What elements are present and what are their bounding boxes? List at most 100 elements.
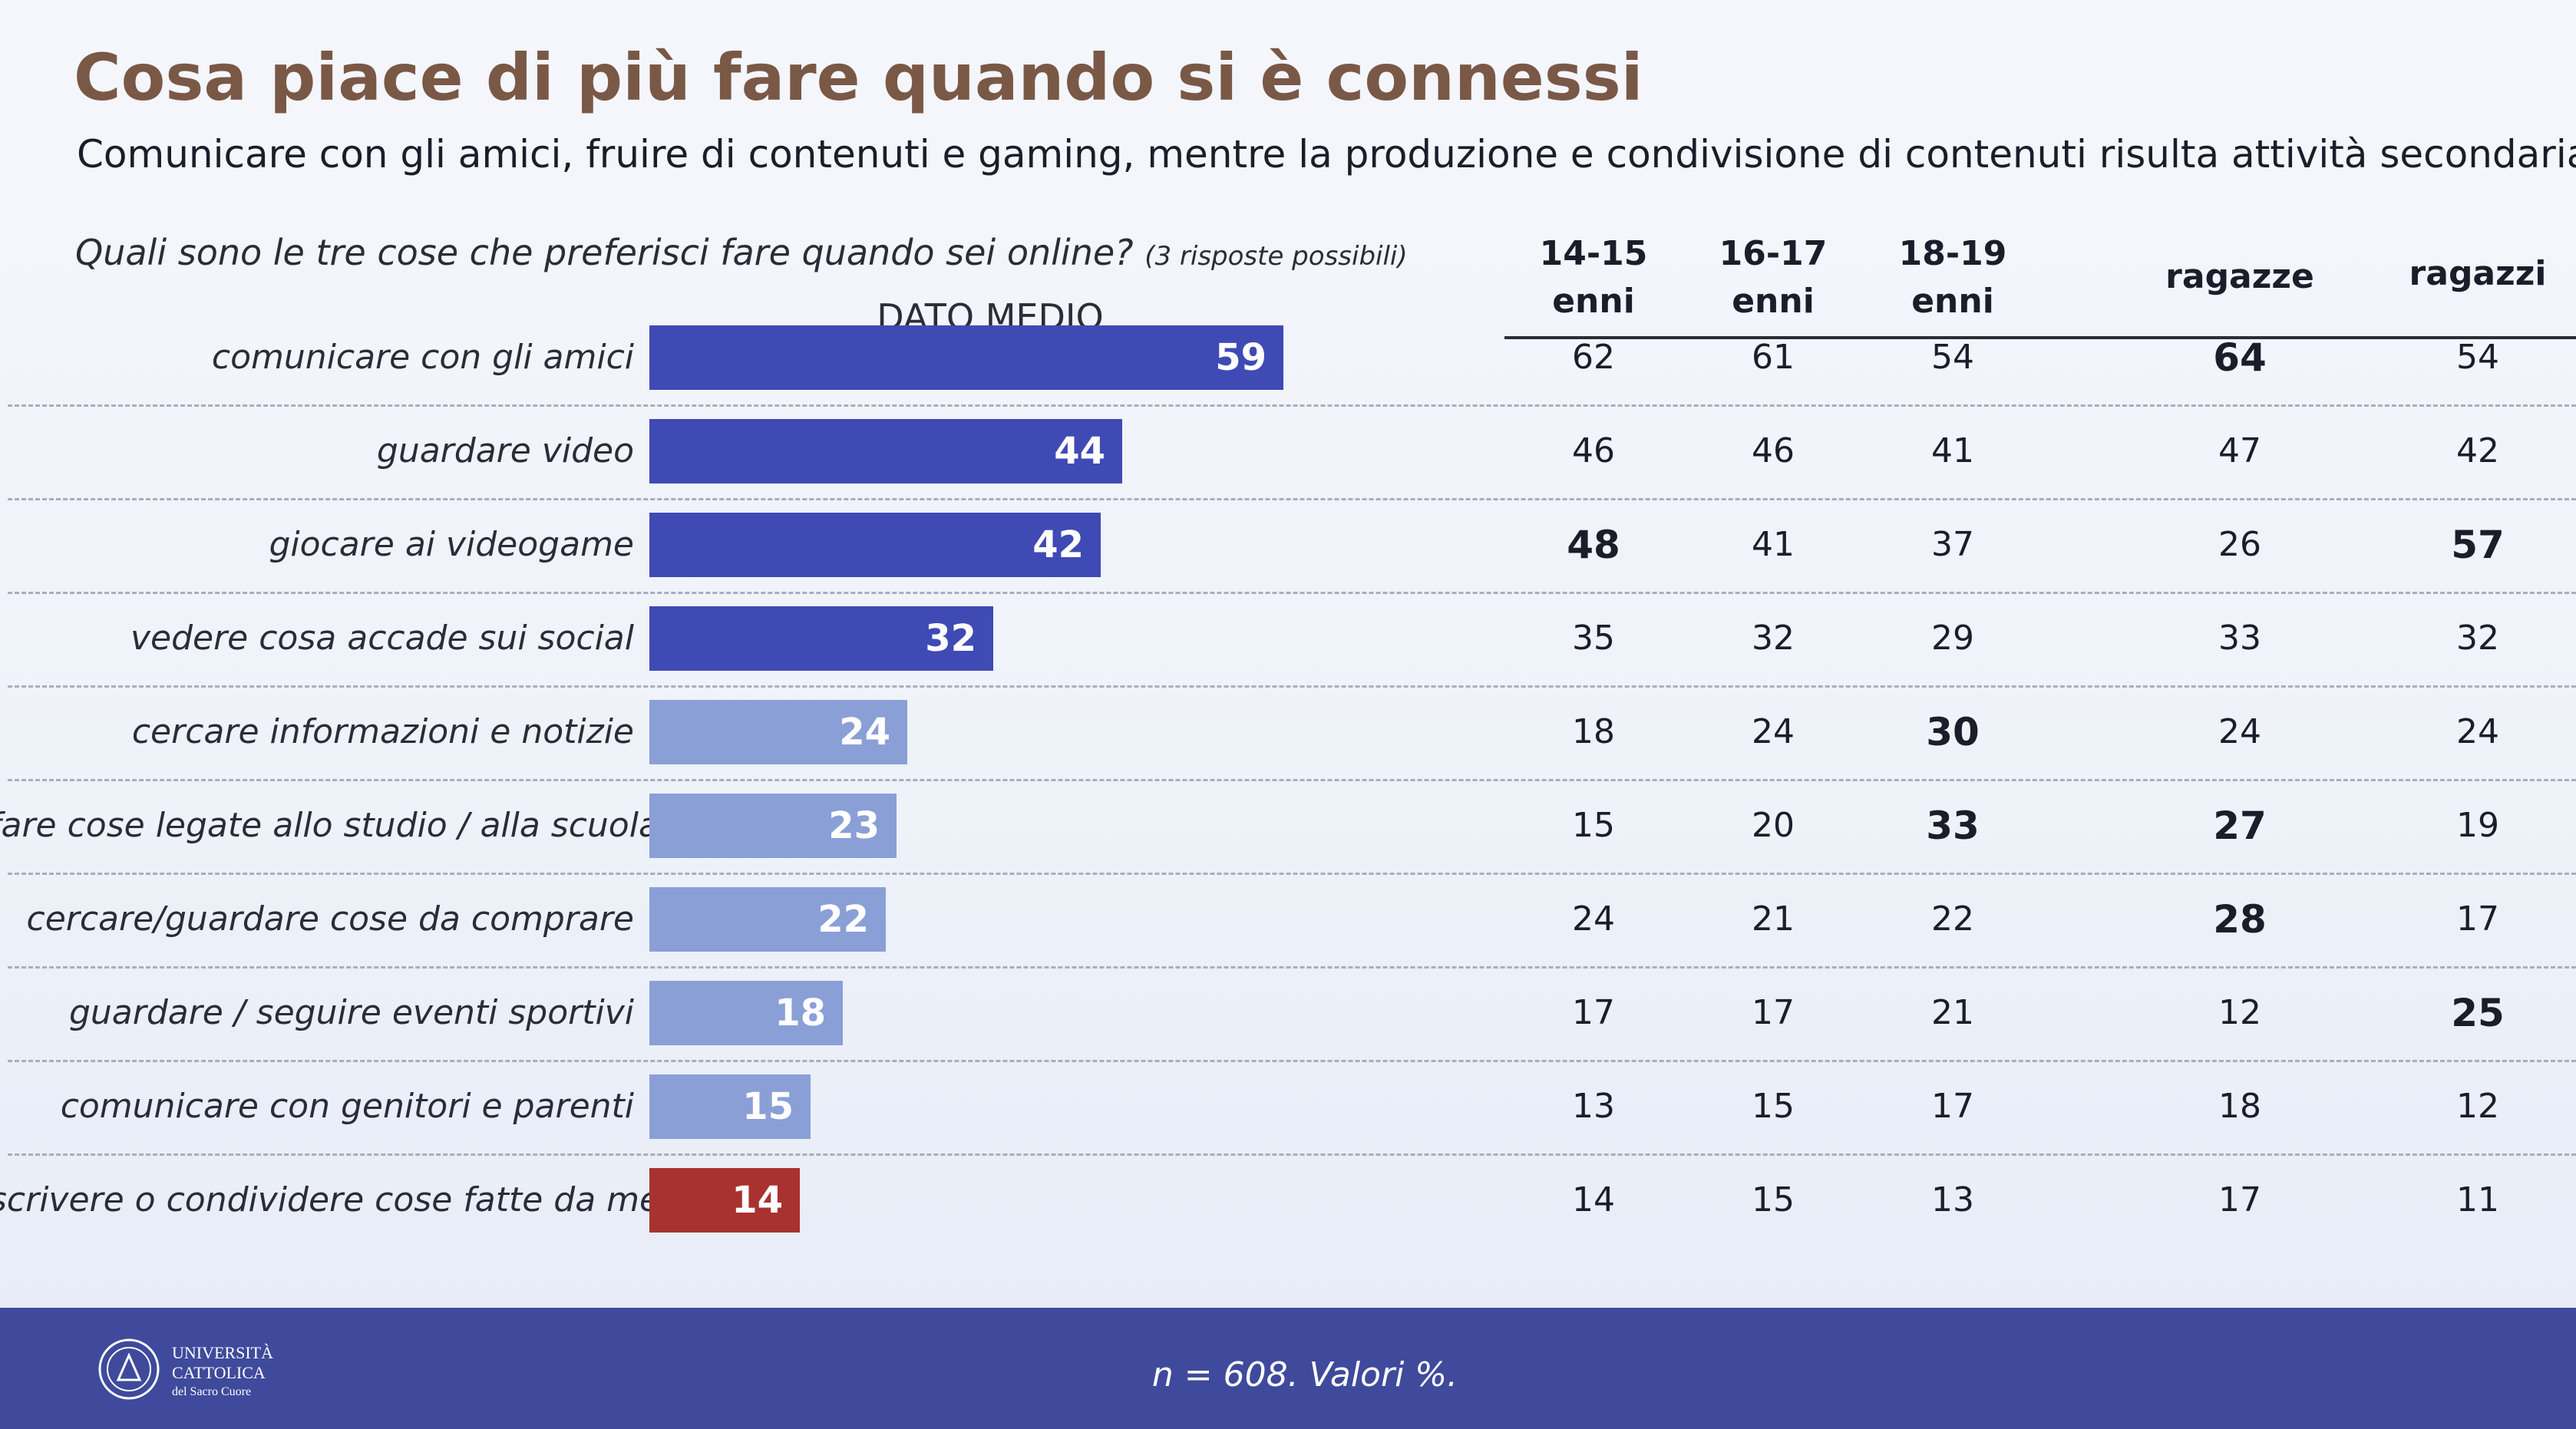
column-header-line: ragazze — [2165, 257, 2314, 296]
table-cell: 17 — [1931, 1087, 1974, 1126]
table-cell: 46 — [1752, 431, 1795, 470]
table-cell: 47 — [2218, 431, 2261, 470]
column-header-line: 16-17 — [1719, 234, 1828, 273]
bar-value-label: 42 — [1032, 523, 1084, 566]
table-cell: 61 — [1752, 338, 1795, 377]
row-separator — [8, 498, 2576, 500]
row-separator — [8, 1153, 2576, 1156]
table-cell: 54 — [1931, 338, 1974, 377]
bar — [649, 325, 1283, 390]
table-cell: 62 — [1572, 338, 1615, 377]
bar — [649, 1074, 811, 1139]
table-cell: 30 — [1926, 710, 1980, 754]
table-cell: 41 — [1931, 431, 1974, 470]
row-separator — [8, 966, 2576, 969]
bar-value-label: 18 — [774, 992, 826, 1035]
table-cell: 13 — [1931, 1180, 1974, 1219]
question-note: (3 risposte possibili) — [1144, 241, 1408, 272]
row-separator — [8, 779, 2576, 781]
column-header-line: 14-15 — [1539, 234, 1648, 273]
footer-note: n = 608. Valori %. — [1151, 1355, 1458, 1394]
table-cell: 27 — [2213, 804, 2267, 848]
category-label: vedere cosa accade sui social — [130, 619, 634, 658]
table-cell: 19 — [2456, 806, 2499, 845]
column-header-18-19: 18-19 enni — [1853, 230, 2053, 325]
table-cell: 54 — [2456, 338, 2499, 377]
table-cell: 12 — [2456, 1087, 2499, 1126]
table-cell: 21 — [1931, 993, 1974, 1032]
category-label: fare cose legate allo studio / alla scuo… — [0, 806, 659, 845]
logo-line-2: CATTOLICA — [172, 1363, 266, 1382]
category-label: guardare video — [376, 431, 634, 470]
table-cell: 12 — [2218, 993, 2261, 1032]
table-cell: 13 — [1572, 1087, 1615, 1126]
category-label: comunicare con genitori e parenti — [60, 1087, 634, 1126]
table-cell: 41 — [1752, 525, 1795, 564]
university-logo: UNIVERSITÀ CATTOLICA del Sacro Cuore — [98, 1338, 273, 1400]
logo-line-1: UNIVERSITÀ — [172, 1343, 273, 1362]
bar-value-label: 23 — [828, 804, 880, 847]
row-separator — [8, 685, 2576, 688]
table-cell: 29 — [1931, 619, 1974, 658]
table-cell: 33 — [1926, 804, 1980, 848]
bar — [649, 887, 886, 952]
table-cell: 28 — [2213, 897, 2267, 942]
column-header-line: enni — [1911, 282, 1994, 321]
slide-subtitle: Comunicare con gli amici, fruire di cont… — [77, 132, 2576, 177]
table-cell: 46 — [1572, 431, 1615, 470]
table-cell: 21 — [1752, 899, 1795, 939]
table-cell: 57 — [2451, 523, 2505, 567]
bar — [649, 981, 843, 1045]
table-cell: 25 — [2451, 991, 2505, 1035]
table-cell: 15 — [1752, 1180, 1795, 1219]
bar-value-label: 14 — [732, 1179, 783, 1222]
category-label: cercare informazioni e notizie — [131, 712, 634, 751]
table-cell: 11 — [2456, 1180, 2499, 1219]
category-label: guardare / seguire eventi sportivi — [68, 993, 634, 1032]
logo-line-3: del Sacro Cuore — [172, 1385, 251, 1398]
table-cell: 22 — [1931, 899, 1974, 939]
category-label: cercare/guardare cose da comprare — [26, 899, 634, 939]
table-cell: 24 — [1572, 899, 1615, 939]
column-header-16-17: 16-17 enni — [1673, 230, 1873, 325]
table-cell: 37 — [1931, 525, 1974, 564]
table-cell: 35 — [1572, 619, 1615, 658]
slide-title: Cosa piace di più fare quando si è conne… — [74, 40, 1643, 115]
seal-icon — [98, 1338, 160, 1400]
bar-value-label: 44 — [1054, 430, 1105, 473]
table-cell: 24 — [2218, 712, 2261, 751]
table-cell: 32 — [2456, 619, 2499, 658]
question-text: Quali sono le tre cose che preferisci fa… — [75, 232, 1134, 273]
header-rule — [1504, 336, 2576, 339]
table-cell: 24 — [2456, 712, 2499, 751]
bar-value-label: 24 — [839, 711, 890, 754]
table-cell: 42 — [2456, 431, 2499, 470]
table-cell: 18 — [2218, 1087, 2261, 1126]
table-cell: 33 — [2218, 619, 2261, 658]
table-cell: 20 — [1752, 806, 1795, 845]
category-label: giocare ai videogame — [269, 525, 634, 564]
column-header-14-15: 14-15 enni — [1494, 230, 1693, 325]
row-separator — [8, 1060, 2576, 1062]
bar — [649, 1168, 800, 1233]
category-label: scrivere o condividere cose fatte da me — [0, 1180, 661, 1219]
column-header-line: ragazzi — [2409, 254, 2547, 293]
column-header-line: enni — [1732, 282, 1815, 321]
column-header-ragazzi: ragazzi — [2378, 250, 2576, 298]
table-cell: 32 — [1752, 619, 1795, 658]
bar-value-label: 59 — [1215, 336, 1267, 379]
table-cell: 17 — [2456, 899, 2499, 939]
row-separator — [8, 873, 2576, 875]
table-cell: 64 — [2213, 335, 2267, 380]
row-separator — [8, 404, 2576, 407]
footer-bar — [0, 1308, 2576, 1429]
table-cell: 26 — [2218, 525, 2261, 564]
column-header-line: 18-19 — [1898, 234, 2007, 273]
bar — [649, 419, 1122, 483]
bar — [649, 606, 993, 671]
survey-question: Quali sono le tre cose che preferisci fa… — [75, 232, 1408, 273]
bar — [649, 513, 1101, 577]
table-cell: 24 — [1752, 712, 1795, 751]
bar — [649, 794, 897, 858]
